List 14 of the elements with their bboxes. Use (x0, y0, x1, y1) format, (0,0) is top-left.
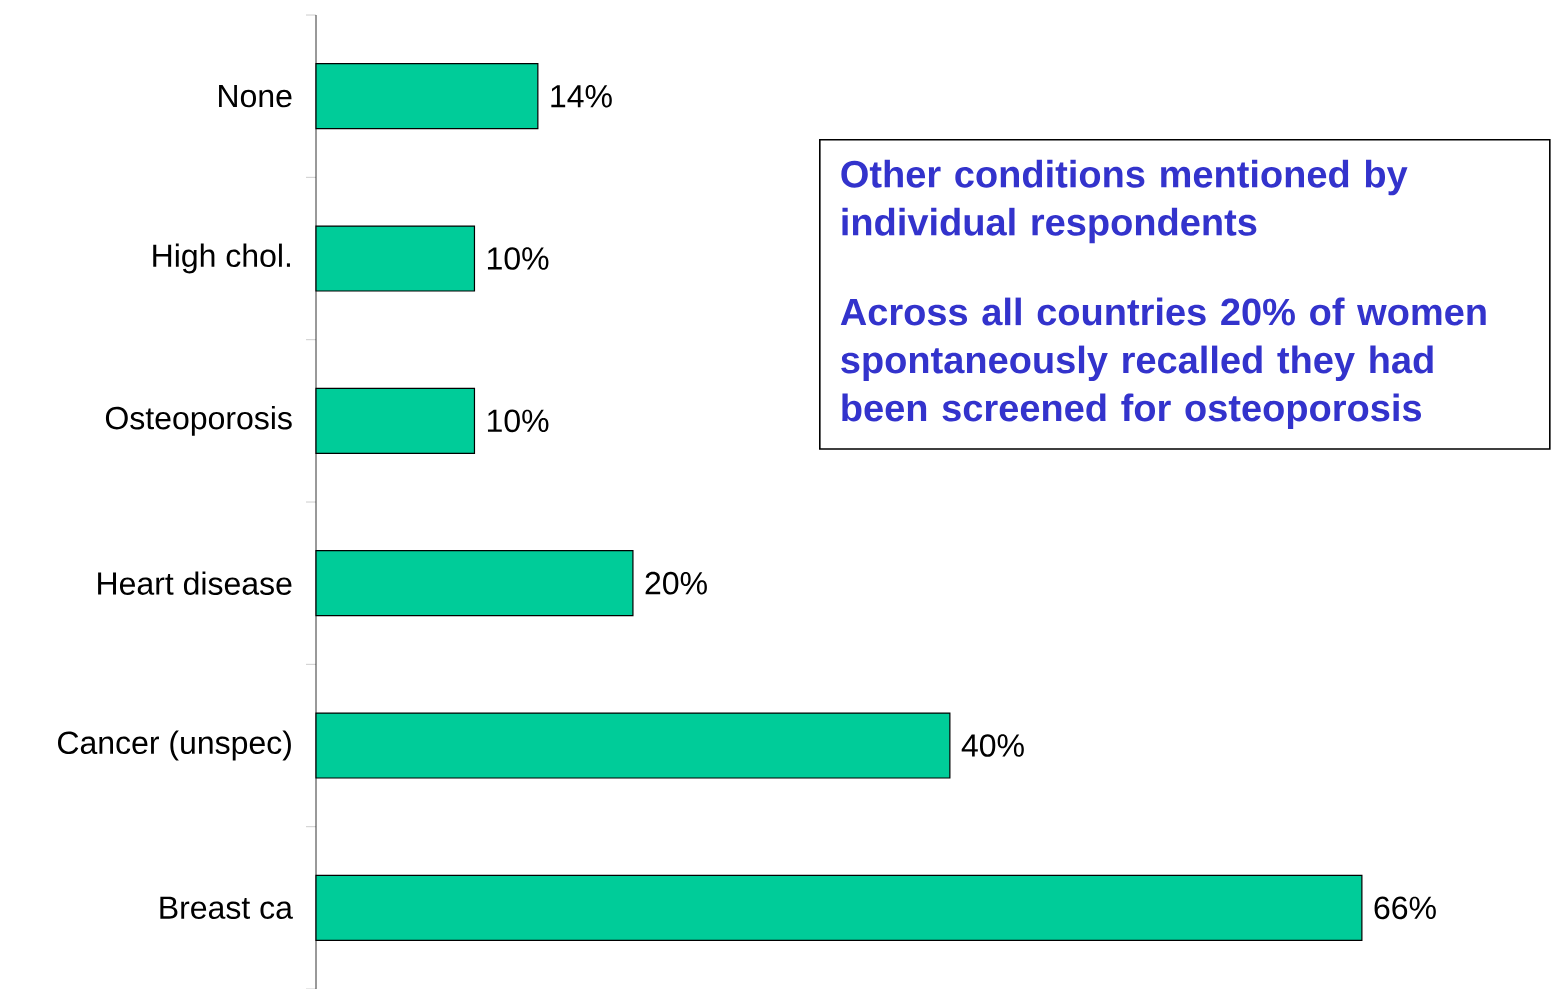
y-tick-label: Breast ca (160, 896, 293, 920)
y-tick-label: Heart disease (98, 571, 292, 595)
data-label: 66% (1374, 896, 1436, 920)
y-tick-label: None (219, 85, 292, 108)
y-tick-label: High chol. (153, 243, 290, 274)
data-label: 40% (961, 734, 1024, 757)
y-tick-label: Osteoporosis (105, 405, 292, 436)
data-label: 10% (487, 409, 549, 433)
data-label: 10% (487, 247, 549, 270)
annotation: Other conditions mentioned by individual respondents (841, 159, 1408, 244)
data-label: 20% (645, 571, 707, 595)
data-label: 14% (551, 84, 612, 108)
annotation: Across all countries 20% of women spontaneously recalled they had been screened for osteoporosis (840, 297, 1486, 429)
y-tick-label: Cancer (unspec) (58, 730, 291, 761)
